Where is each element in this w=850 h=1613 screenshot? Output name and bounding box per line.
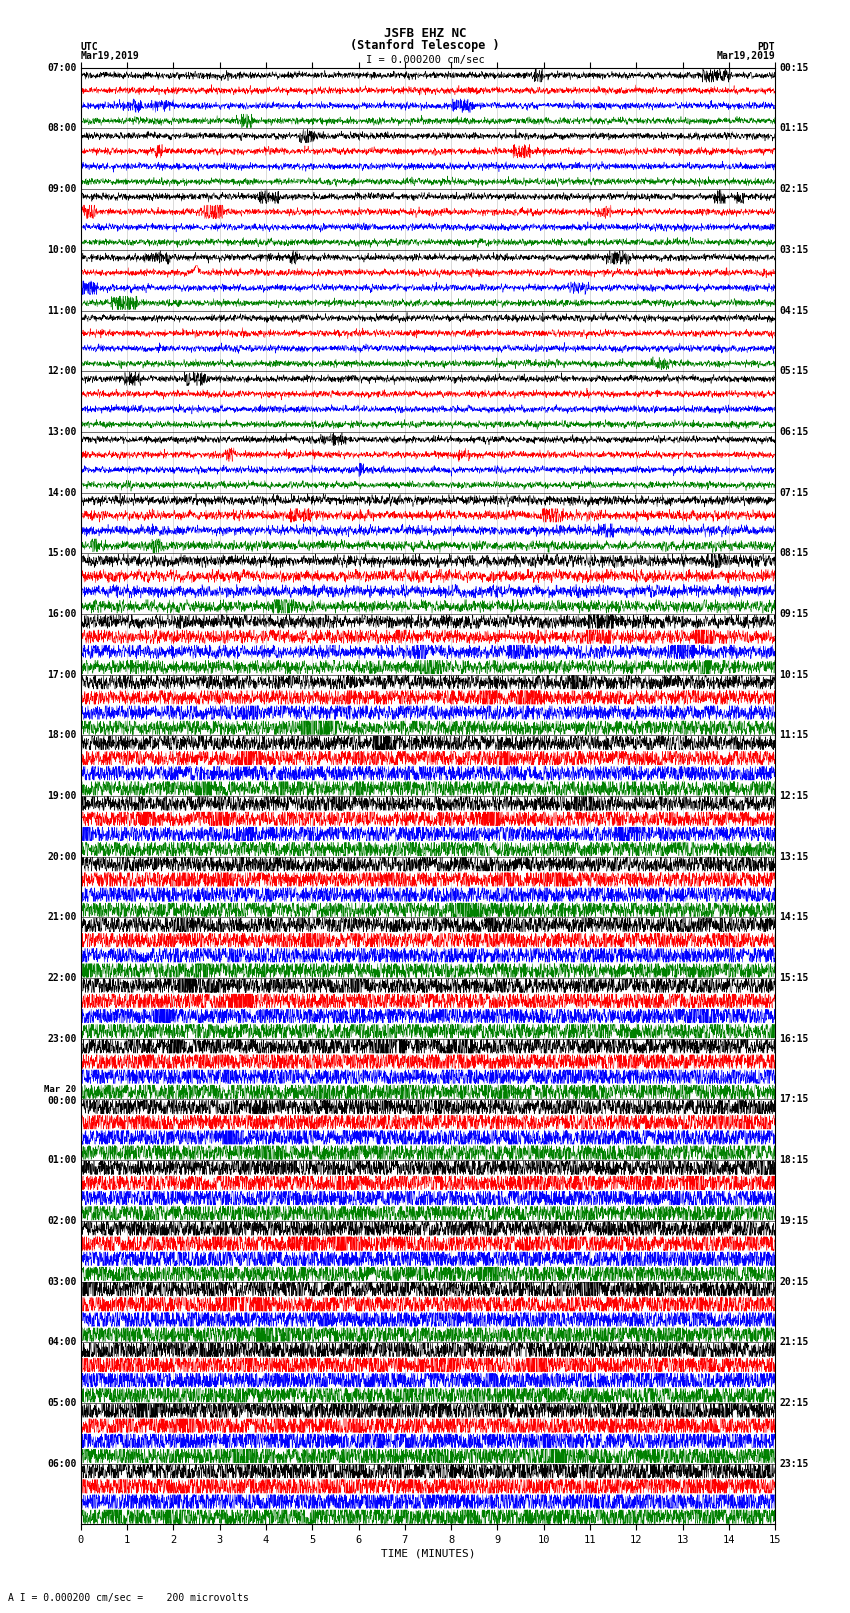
Text: 21:00: 21:00 <box>47 913 76 923</box>
Text: 16:00: 16:00 <box>47 610 76 619</box>
Text: 19:00: 19:00 <box>47 790 76 802</box>
Text: 16:15: 16:15 <box>779 1034 809 1044</box>
Text: 07:15: 07:15 <box>779 487 809 497</box>
Text: 14:00: 14:00 <box>47 487 76 497</box>
Text: (Stanford Telescope ): (Stanford Telescope ) <box>350 39 500 52</box>
Text: 12:15: 12:15 <box>779 790 809 802</box>
Text: 18:00: 18:00 <box>47 731 76 740</box>
Text: 05:15: 05:15 <box>779 366 809 376</box>
Text: 01:00: 01:00 <box>47 1155 76 1165</box>
Text: JSFB EHZ NC: JSFB EHZ NC <box>383 27 467 40</box>
Text: 06:00: 06:00 <box>47 1458 76 1468</box>
Text: 08:15: 08:15 <box>779 548 809 558</box>
Text: 08:00: 08:00 <box>47 124 76 134</box>
X-axis label: TIME (MINUTES): TIME (MINUTES) <box>381 1548 475 1558</box>
Text: 10:00: 10:00 <box>47 245 76 255</box>
Text: UTC: UTC <box>81 42 99 52</box>
Text: 17:15: 17:15 <box>779 1095 809 1105</box>
Text: 06:15: 06:15 <box>779 427 809 437</box>
Text: 03:00: 03:00 <box>47 1276 76 1287</box>
Text: 17:00: 17:00 <box>47 669 76 679</box>
Text: Mar19,2019: Mar19,2019 <box>717 52 775 61</box>
Text: 10:15: 10:15 <box>779 669 809 679</box>
Text: 15:15: 15:15 <box>779 973 809 982</box>
Text: 00:00: 00:00 <box>47 1097 76 1107</box>
Text: Mar 20: Mar 20 <box>44 1086 76 1094</box>
Text: 13:00: 13:00 <box>47 427 76 437</box>
Text: 22:15: 22:15 <box>779 1398 809 1408</box>
Text: 11:15: 11:15 <box>779 731 809 740</box>
Text: 18:15: 18:15 <box>779 1155 809 1165</box>
Text: 02:15: 02:15 <box>779 184 809 194</box>
Text: 14:15: 14:15 <box>779 913 809 923</box>
Text: 22:00: 22:00 <box>47 973 76 982</box>
Text: 05:00: 05:00 <box>47 1398 76 1408</box>
Text: 07:00: 07:00 <box>47 63 76 73</box>
Text: I = 0.000200 cm/sec: I = 0.000200 cm/sec <box>366 55 484 65</box>
Text: 09:00: 09:00 <box>47 184 76 194</box>
Text: 02:00: 02:00 <box>47 1216 76 1226</box>
Text: 01:15: 01:15 <box>779 124 809 134</box>
Text: 23:15: 23:15 <box>779 1458 809 1468</box>
Text: 09:15: 09:15 <box>779 610 809 619</box>
Text: 20:15: 20:15 <box>779 1276 809 1287</box>
Text: 15:00: 15:00 <box>47 548 76 558</box>
Text: Mar19,2019: Mar19,2019 <box>81 52 139 61</box>
Text: 20:00: 20:00 <box>47 852 76 861</box>
Text: 03:15: 03:15 <box>779 245 809 255</box>
Text: 23:00: 23:00 <box>47 1034 76 1044</box>
Text: 04:15: 04:15 <box>779 305 809 316</box>
Text: 04:00: 04:00 <box>47 1337 76 1347</box>
Text: A I = 0.000200 cm/sec =    200 microvolts: A I = 0.000200 cm/sec = 200 microvolts <box>8 1594 249 1603</box>
Text: 21:15: 21:15 <box>779 1337 809 1347</box>
Text: 12:00: 12:00 <box>47 366 76 376</box>
Text: 00:15: 00:15 <box>779 63 809 73</box>
Text: 19:15: 19:15 <box>779 1216 809 1226</box>
Text: 13:15: 13:15 <box>779 852 809 861</box>
Text: 11:00: 11:00 <box>47 305 76 316</box>
Text: PDT: PDT <box>757 42 775 52</box>
